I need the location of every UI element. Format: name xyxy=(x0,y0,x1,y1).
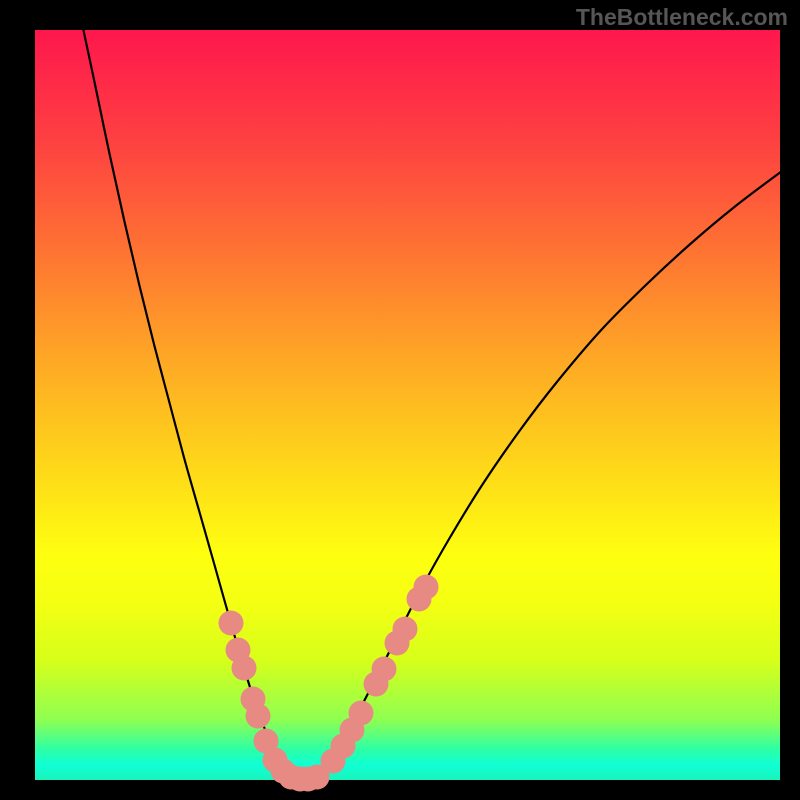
chart-frame: TheBottleneck.com xyxy=(0,0,800,800)
data-marker xyxy=(218,610,243,635)
chart-plot-area xyxy=(35,30,780,780)
data-marker xyxy=(371,657,396,682)
data-marker xyxy=(414,574,439,599)
watermark-text: TheBottleneck.com xyxy=(576,4,788,31)
data-marker xyxy=(392,616,417,641)
bottleneck-curve-svg xyxy=(35,30,780,780)
bottleneck-curve xyxy=(83,30,780,779)
data-marker xyxy=(245,704,270,729)
data-marker xyxy=(348,701,373,726)
data-marker xyxy=(231,655,256,680)
